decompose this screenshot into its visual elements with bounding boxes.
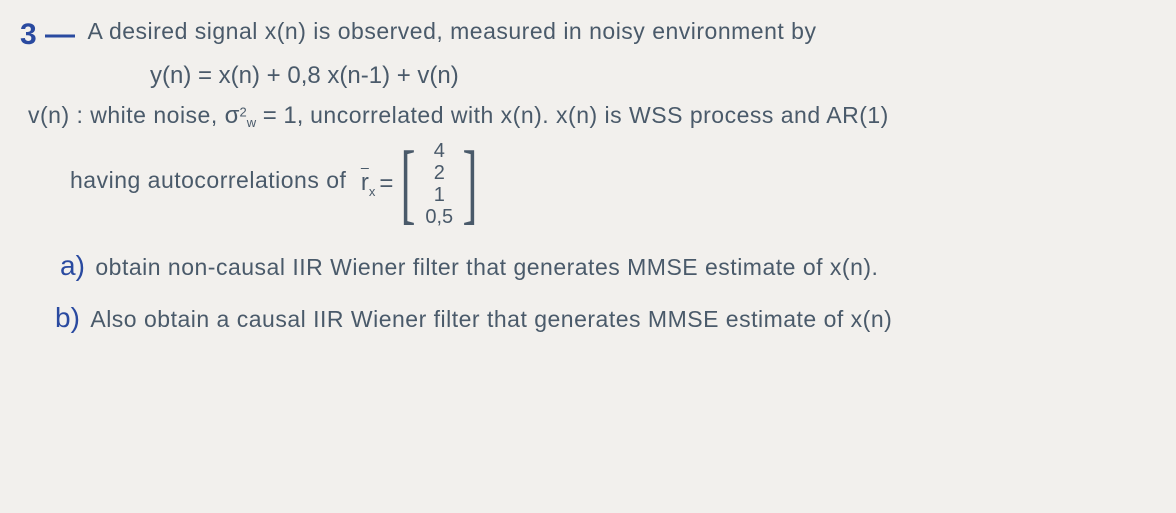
rx-sub: x (369, 184, 376, 199)
sigma-sup: 2 (239, 105, 246, 120)
sigma-eq: = 1, (256, 102, 310, 129)
matrix-v1: 2 (425, 162, 453, 184)
bracket-right-icon: ] (463, 144, 478, 224)
part-b-label: b) (55, 302, 80, 334)
rx-base: r (361, 169, 369, 196)
bracket-left-icon: [ (401, 144, 416, 224)
part-a-text: obtain non-causal IIR Wiener filter that… (95, 254, 878, 280)
part-b-text: Also obtain a causal IIR Wiener filter t… (90, 306, 892, 332)
rx-equals: = (379, 170, 393, 198)
noise-post: uncorrelated with x(n). x(n) is WSS proc… (310, 102, 889, 128)
matrix-v0: 4 (425, 140, 453, 162)
part-b-line: b) Also obtain a causal IIR Wiener filte… (55, 302, 1146, 334)
line1-text: A desired signal x(n) is observed, measu… (87, 18, 816, 44)
noise-line: v(n) : white noise, σ2w = 1, uncorrelate… (28, 102, 1146, 130)
autocorr-line: having autocorrelations of rx = [ 4 2 1 … (70, 140, 1146, 228)
sigma-base: σ (225, 102, 240, 129)
noise-pre: v(n) : white noise, (28, 102, 225, 128)
equation-line: y(n) = x(n) + 0,8 x(n-1) + v(n) (150, 62, 1146, 90)
sigma-sub: w (247, 115, 256, 130)
autocorr-text: having autocorrelations of (70, 167, 346, 193)
matrix-v2: 1 (425, 184, 453, 206)
exam-page: 3 — A desired signal x(n) is observed, m… (0, 0, 1176, 513)
matrix-v3: 0,5 (425, 206, 453, 228)
part-a-line: a) obtain non-causal IIR Wiener filter t… (60, 250, 1146, 282)
equation: y(n) = x(n) + 0,8 x(n-1) + v(n) (150, 62, 459, 89)
part-a-label: a) (60, 250, 85, 282)
matrix-column: 4 2 1 0,5 (423, 140, 455, 228)
rx-vector: rx = [ 4 2 1 0,5 ] (361, 140, 485, 228)
rx-label: rx (361, 169, 376, 199)
question-number: 3 — (20, 18, 75, 52)
question-line-1: 3 — A desired signal x(n) is observed, m… (20, 18, 1146, 52)
